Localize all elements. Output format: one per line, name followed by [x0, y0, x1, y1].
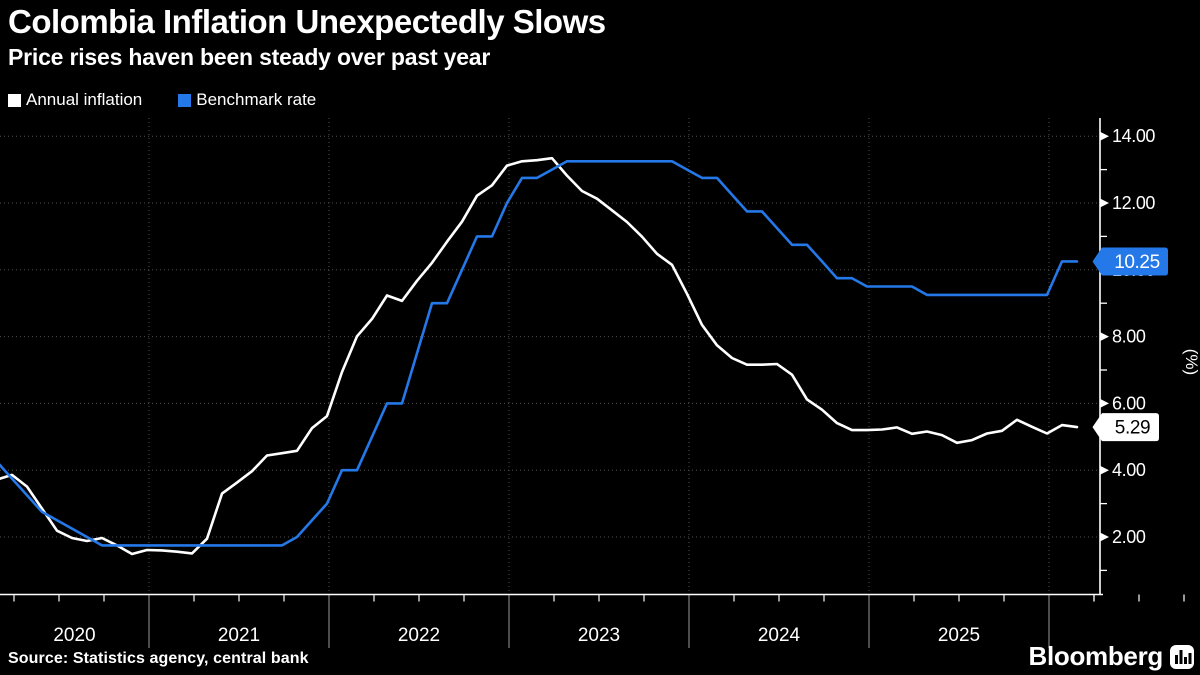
page-title: Colombia Inflation Unexpectedly Slows	[8, 3, 606, 40]
chart-header: Colombia Inflation Unexpectedly Slows Pr…	[8, 3, 606, 71]
legend: Annual inflation Benchmark rate	[8, 90, 352, 110]
annual-inflation-swatch-icon	[8, 93, 21, 107]
chart-subtitle: Price rises haven been steady over past …	[8, 44, 491, 71]
bloomberg-logo: Bloomberg	[1028, 641, 1194, 672]
y-axis-unit-label: (%)	[1182, 349, 1200, 375]
y-major-tick-icon	[1100, 198, 1109, 208]
y-axis-label: 2.00	[1112, 527, 1146, 547]
y-axis-label: 4.00	[1112, 460, 1146, 480]
y-axis-label: 6.00	[1112, 393, 1146, 413]
legend-label: Annual inflation	[26, 90, 143, 109]
y-axis-label: 8.00	[1112, 327, 1146, 347]
y-major-tick-icon	[1100, 532, 1109, 542]
annual-inflation-line	[0, 156, 1079, 556]
y-major-tick-icon	[1100, 332, 1109, 342]
y-major-tick-icon	[1100, 465, 1109, 475]
x-axis-label: 2022	[398, 625, 440, 646]
x-axis-label: 2020	[53, 625, 95, 646]
x-axis-label: 2025	[938, 625, 980, 646]
legend-item-annual-inflation: Annual inflation	[8, 90, 142, 110]
y-axis-label: 14.00	[1112, 126, 1155, 146]
legend-item-benchmark-rate: Benchmark rate	[178, 90, 316, 110]
bloomberg-wordmark: Bloomberg	[1028, 641, 1163, 671]
x-axis-label: 2021	[218, 625, 260, 646]
x-axis-label: 2023	[578, 625, 620, 646]
annual-inflation-value-tag: 5.29	[1092, 413, 1159, 442]
benchmark-rate-swatch-icon	[178, 93, 192, 107]
bloomberg-chart-icon	[1170, 644, 1194, 669]
x-axis-label: 2024	[758, 625, 801, 646]
svg-text:5.29: 5.29	[1115, 418, 1150, 439]
svg-text:10.25: 10.25	[1114, 252, 1160, 273]
y-major-tick-icon	[1100, 398, 1109, 408]
benchmark-rate-value-tag: 10.25	[1092, 247, 1168, 276]
y-axis-label: 12.00	[1112, 193, 1155, 213]
source-note: Source: Statistics agency, central bank	[8, 650, 309, 667]
benchmark-rate-line	[0, 160, 1079, 547]
y-major-tick-icon	[1100, 131, 1109, 141]
legend-label: Benchmark rate	[196, 90, 317, 109]
